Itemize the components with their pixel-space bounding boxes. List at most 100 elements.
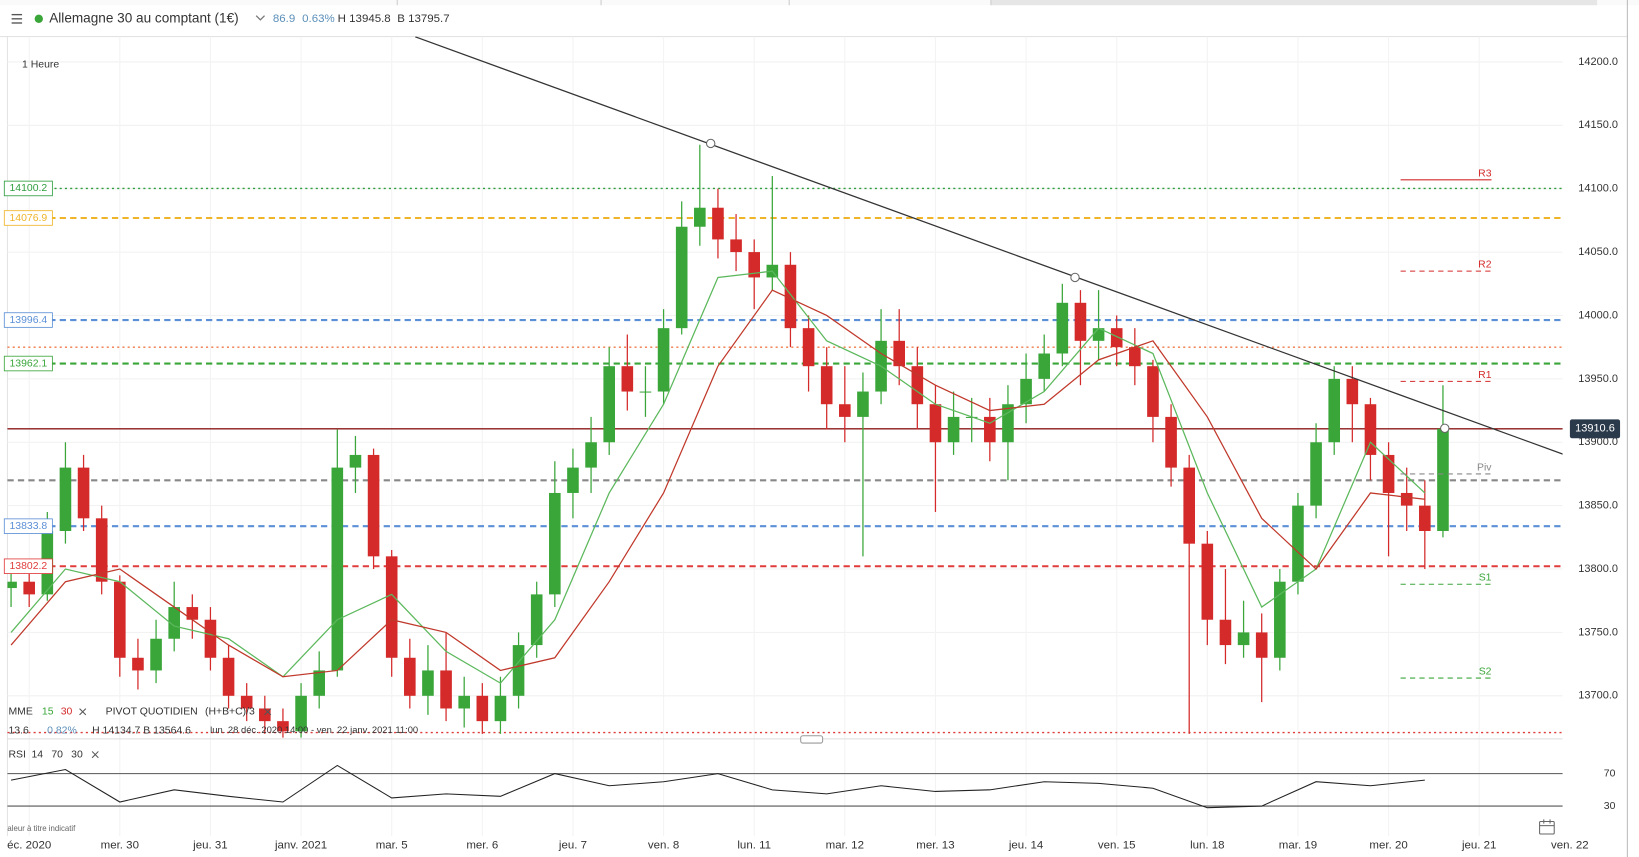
pivot-label: R2 [1478,260,1492,271]
candle-body [1437,428,1449,531]
y-tick-label: 13750.0 [1578,626,1618,638]
candle-body [1038,353,1051,379]
price-level-label: 13802.2 [9,561,47,572]
trendline-anchor[interactable] [1440,423,1450,434]
x-tick-label: jeu. 21 [1461,840,1496,852]
x-tick-label: mer. 20 [1369,840,1407,852]
candle-body [367,454,380,557]
dropdown-chevron[interactable] [255,15,265,21]
y-tick-label: 13950.0 [1578,373,1618,385]
pivot-label: Piv [1477,462,1492,473]
price-level-tag [3,518,53,534]
y-tick-label: 14150.0 [1578,119,1618,131]
rsi-legend-name[interactable]: RSI [8,749,25,760]
x-tick-label: lun. 18 [1190,840,1224,852]
ma-legend-name[interactable]: MME [8,706,32,717]
candle-body [1020,378,1032,405]
ma-legend-period[interactable]: 30 [61,706,73,717]
candle-body [530,594,543,646]
candle-body [95,518,108,582]
y-tick-label: 13900.0 [1578,436,1618,448]
pivot-legend-formula[interactable]: (H+B+C)/3 [205,706,255,717]
x-tick-label: lun. 11 [737,840,771,852]
pane-resize-handle[interactable] [800,735,824,744]
candle-body [730,239,742,253]
price-level-label: 14100.2 [9,183,47,194]
calendar-icon[interactable] [1539,819,1555,835]
rsi-legend-oversold[interactable]: 30 [71,749,83,760]
trendline[interactable] [415,36,1628,478]
price-level-label: 13962.1 [9,358,47,369]
price-level-tag [3,210,53,226]
pivot-label: R3 [1478,168,1492,179]
candle-body [404,657,416,696]
x-tick-label: ven. 15 [1098,840,1136,852]
rsi-legend-period[interactable]: 14 [31,749,43,760]
ma-legend-period[interactable]: 15 [42,706,54,717]
candle-body [1346,378,1359,405]
change: 86.9 [273,13,295,25]
x-tick-label: ven. 22 [1551,840,1589,852]
pivot-label: R1 [1478,370,1492,381]
x-tick-label: mer. 30 [101,840,139,852]
candle-body [1255,632,1268,658]
timeframe[interactable]: 1 Heure [22,60,59,71]
x-tick-label: mar. 12 [826,840,864,852]
candle-body [1165,416,1177,468]
candle-body [802,328,815,367]
trendline-anchor[interactable] [1070,272,1080,283]
y-tick-label: 14200.0 [1578,56,1618,68]
range-change: 13.6 [8,725,29,736]
price-level-label: 13996.4 [9,315,47,326]
trendline-anchor[interactable] [705,138,716,149]
candle-body [1328,378,1341,443]
moving-average [10,289,1425,678]
pivot-legend-name[interactable]: PIVOT QUOTIDIEN [106,706,198,717]
candle-body [1129,347,1141,367]
candle-body [150,638,162,671]
candle-body [222,657,235,696]
candle-body [277,721,289,732]
candle-body [893,340,905,367]
x-tick-label: ven. 8 [648,840,679,852]
rsi-legend-overbought[interactable]: 70 [51,749,63,760]
range-low: B 13564.6 [143,725,191,736]
candle-body [839,404,851,417]
x-tick-label: mar. 19 [1279,840,1317,852]
candle-body [1382,454,1395,493]
y-tick-label: 13800.0 [1578,563,1618,575]
candle-body [349,454,362,468]
rsi-pane: 30 70 [7,764,1616,812]
rsi-tick-label: 30 [1604,801,1616,812]
rsi-tick-label: 70 [1604,768,1616,779]
candle-body [132,657,144,671]
menu-icon[interactable] [11,13,23,24]
grid [7,36,1563,837]
pivot-label: S1 [1479,573,1492,584]
close-icon[interactable] [91,751,99,759]
candle-body [1292,505,1304,582]
candle-body [857,391,869,417]
candle-body [385,556,398,658]
candle-body [929,404,942,443]
tab-strip [0,0,1639,6]
candle-body [440,670,452,709]
x-tick-label: jeu. 31 [192,840,227,852]
candle-body [1237,632,1250,646]
disclaimer: aleur à titre indicatif [7,824,76,833]
candle-body [59,467,72,531]
close-icon[interactable] [264,708,272,716]
rsi-line [10,764,1425,809]
candle-body [1419,505,1431,531]
candle-body [114,581,126,658]
x-tick-label: mer. 13 [916,840,954,852]
candle-body [639,391,652,393]
candle-body [458,695,470,709]
instrument-name[interactable]: Allemagne 30 au comptant (1€) [49,10,238,25]
tab-inactive[interactable] [990,0,1598,6]
close-icon[interactable] [79,708,87,716]
candle-body [585,442,597,468]
candle-body [512,645,525,696]
price-level-tag [3,312,53,328]
